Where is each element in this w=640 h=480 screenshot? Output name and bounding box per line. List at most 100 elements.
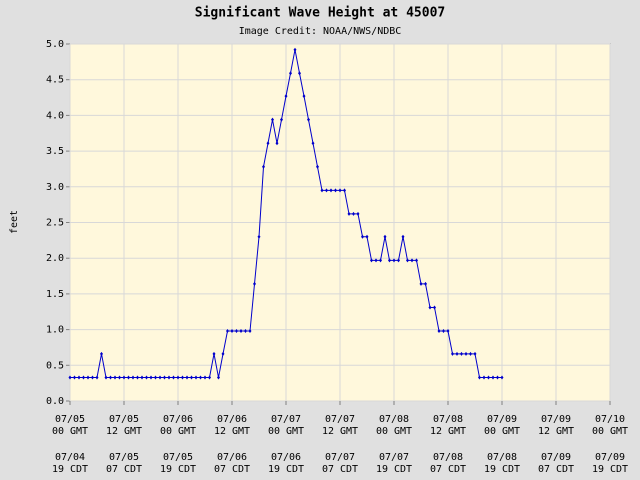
x-tick-label: 12 GMT bbox=[430, 426, 466, 437]
x-tick-label: 00 GMT bbox=[160, 426, 196, 437]
data-point bbox=[244, 329, 247, 334]
y-tick-label: 0.0 bbox=[46, 396, 64, 407]
data-point bbox=[271, 117, 274, 122]
data-point bbox=[194, 375, 198, 380]
data-point bbox=[464, 351, 468, 356]
data-point bbox=[410, 258, 414, 263]
data-point bbox=[455, 351, 459, 356]
x-tick-label: 12 GMT bbox=[322, 426, 358, 437]
data-point bbox=[478, 375, 481, 380]
data-point bbox=[104, 375, 108, 380]
x-tick-label: 00 GMT bbox=[592, 426, 628, 437]
x-tick-label: 00 GMT bbox=[376, 426, 412, 437]
data-point bbox=[325, 188, 328, 193]
x-tick-label: 19 CDT bbox=[268, 464, 304, 475]
x-tick-label: 07/08 bbox=[379, 414, 409, 425]
data-point bbox=[424, 281, 427, 286]
data-point bbox=[199, 375, 202, 380]
data-point bbox=[392, 258, 396, 263]
x-tick-label: 12 GMT bbox=[214, 426, 250, 437]
data-point bbox=[446, 329, 450, 334]
data-point bbox=[473, 351, 477, 356]
data-point bbox=[208, 375, 211, 380]
data-point bbox=[235, 329, 238, 334]
data-point bbox=[253, 281, 256, 286]
data-point bbox=[82, 375, 85, 380]
data-point bbox=[77, 375, 81, 380]
data-point bbox=[257, 234, 261, 239]
data-point bbox=[230, 329, 234, 334]
data-point bbox=[262, 164, 265, 169]
data-point bbox=[73, 375, 76, 380]
data-point bbox=[127, 375, 130, 380]
data-point bbox=[451, 351, 454, 356]
data-point bbox=[401, 234, 405, 239]
data-point bbox=[388, 258, 391, 263]
data-point bbox=[419, 281, 423, 286]
data-point bbox=[131, 375, 135, 380]
data-point bbox=[293, 47, 297, 52]
y-tick-label: 3.5 bbox=[46, 146, 64, 157]
data-point bbox=[397, 258, 400, 263]
data-point bbox=[433, 305, 436, 310]
data-point bbox=[320, 188, 324, 193]
data-point bbox=[100, 351, 103, 356]
x-tick-label: 00 GMT bbox=[484, 426, 520, 437]
data-point bbox=[316, 164, 319, 169]
data-point bbox=[181, 375, 184, 380]
data-point bbox=[217, 375, 220, 380]
x-tick-label: 12 GMT bbox=[106, 426, 142, 437]
data-point bbox=[347, 211, 351, 216]
data-point bbox=[482, 375, 486, 380]
data-point bbox=[145, 375, 148, 380]
data-point bbox=[122, 375, 126, 380]
data-point bbox=[113, 375, 117, 380]
x-tick-label: 07/08 bbox=[433, 414, 463, 425]
x-tick-label: 00 GMT bbox=[268, 426, 304, 437]
x-tick-label: 07/06 bbox=[217, 414, 247, 425]
x-tick-label: 07/07 bbox=[325, 414, 355, 425]
data-point bbox=[136, 375, 139, 380]
y-tick-label: 4.5 bbox=[46, 75, 64, 86]
x-tick-label: 07/05 bbox=[109, 414, 139, 425]
data-point bbox=[307, 117, 310, 122]
x-tick-label: 07/06 bbox=[217, 452, 247, 463]
data-point bbox=[356, 211, 360, 216]
data-point bbox=[280, 117, 283, 122]
x-tick-label: 07/10 bbox=[595, 414, 625, 425]
data-point bbox=[221, 351, 225, 356]
x-tick-label: 07/05 bbox=[163, 452, 193, 463]
data-point bbox=[289, 71, 292, 76]
y-tick-label: 3.0 bbox=[46, 182, 64, 193]
data-point bbox=[266, 141, 270, 146]
data-point bbox=[487, 375, 490, 380]
data-point bbox=[298, 71, 301, 76]
x-tick-label: 07/08 bbox=[433, 452, 463, 463]
data-point bbox=[248, 329, 252, 334]
x-tick-label: 07/08 bbox=[487, 452, 517, 463]
x-tick-label: 19 CDT bbox=[376, 464, 412, 475]
data-point bbox=[469, 351, 472, 356]
data-point bbox=[239, 329, 243, 334]
data-point bbox=[140, 375, 144, 380]
x-tick-label: 07/06 bbox=[163, 414, 193, 425]
x-tick-label: 07 CDT bbox=[538, 464, 574, 475]
x-tick-label: 07/07 bbox=[325, 452, 355, 463]
data-point bbox=[415, 258, 418, 263]
data-point bbox=[383, 234, 387, 239]
data-point bbox=[203, 375, 207, 380]
data-point bbox=[343, 188, 346, 193]
data-point bbox=[176, 375, 180, 380]
data-point bbox=[163, 375, 166, 380]
x-tick-label: 19 CDT bbox=[484, 464, 520, 475]
x-tick-label: 07/09 bbox=[595, 452, 625, 463]
data-point bbox=[365, 234, 369, 239]
x-tick-label: 07/09 bbox=[487, 414, 517, 425]
y-tick-label: 0.5 bbox=[46, 360, 64, 371]
x-tick-label: 07/04 bbox=[55, 452, 85, 463]
data-point bbox=[352, 211, 355, 216]
data-point bbox=[370, 258, 373, 263]
data-point bbox=[212, 351, 216, 356]
data-point bbox=[154, 375, 157, 380]
